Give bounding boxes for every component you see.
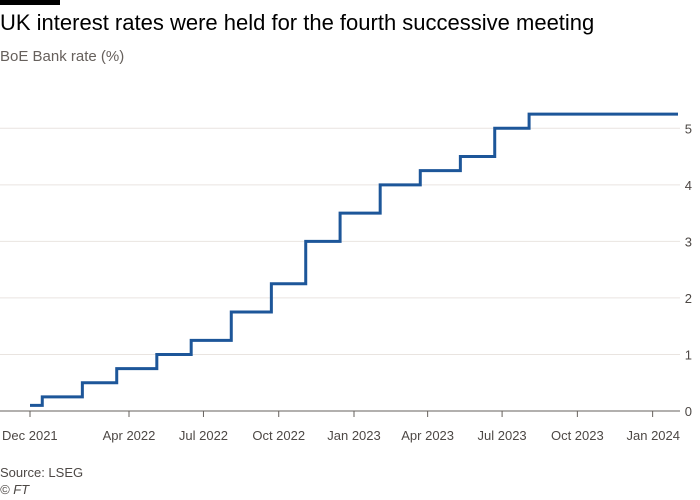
x-tick-label-4: Jan 2023	[327, 428, 381, 443]
source-note: Source: LSEG	[0, 465, 84, 480]
x-tick-label-5: Apr 2023	[401, 428, 454, 443]
y-tick-label-1: 1	[685, 347, 692, 362]
y-axis: 0 1 2 3 4 5	[685, 121, 692, 419]
y-tick-label-0: 0	[685, 404, 692, 419]
x-axis-labels: Dec 2021 Apr 2022 Jul 2022 Oct 2022 Jan 2023…	[2, 428, 680, 443]
series-layer	[30, 112, 678, 407]
x-tick-label-1: Apr 2022	[103, 428, 156, 443]
x-axis	[0, 410, 680, 417]
x-tick-label-0: Dec 2021	[2, 428, 58, 443]
y-tick-label-4: 4	[685, 178, 692, 193]
x-tick-label-7: Oct 2023	[551, 428, 604, 443]
ft-brand-bar	[0, 0, 60, 5]
y-tick-label-5: 5	[685, 121, 692, 136]
y-tick-label-3: 3	[685, 234, 692, 249]
x-tick-label-2: Jul 2022	[179, 428, 228, 443]
y-tick-label-2: 2	[685, 291, 692, 306]
x-tick-label-8: Jan 2024	[627, 428, 681, 443]
chart-subtitle: BoE Bank rate (%)	[0, 48, 125, 65]
x-tick-label-3: Oct 2022	[252, 428, 305, 443]
gridlines	[0, 127, 680, 355]
line-chart: 0 1 2 3 4 5 Dec 2021 Apr 2022 Jul 2022 Oct 2022 J…	[0, 112, 692, 443]
x-tick-label-6: Jul 2023	[478, 428, 527, 443]
bank-rate-series-line	[30, 112, 678, 407]
copyright-note: © FT	[0, 482, 30, 497]
chart-title: UK interest rates were held for the four…	[0, 10, 595, 35]
